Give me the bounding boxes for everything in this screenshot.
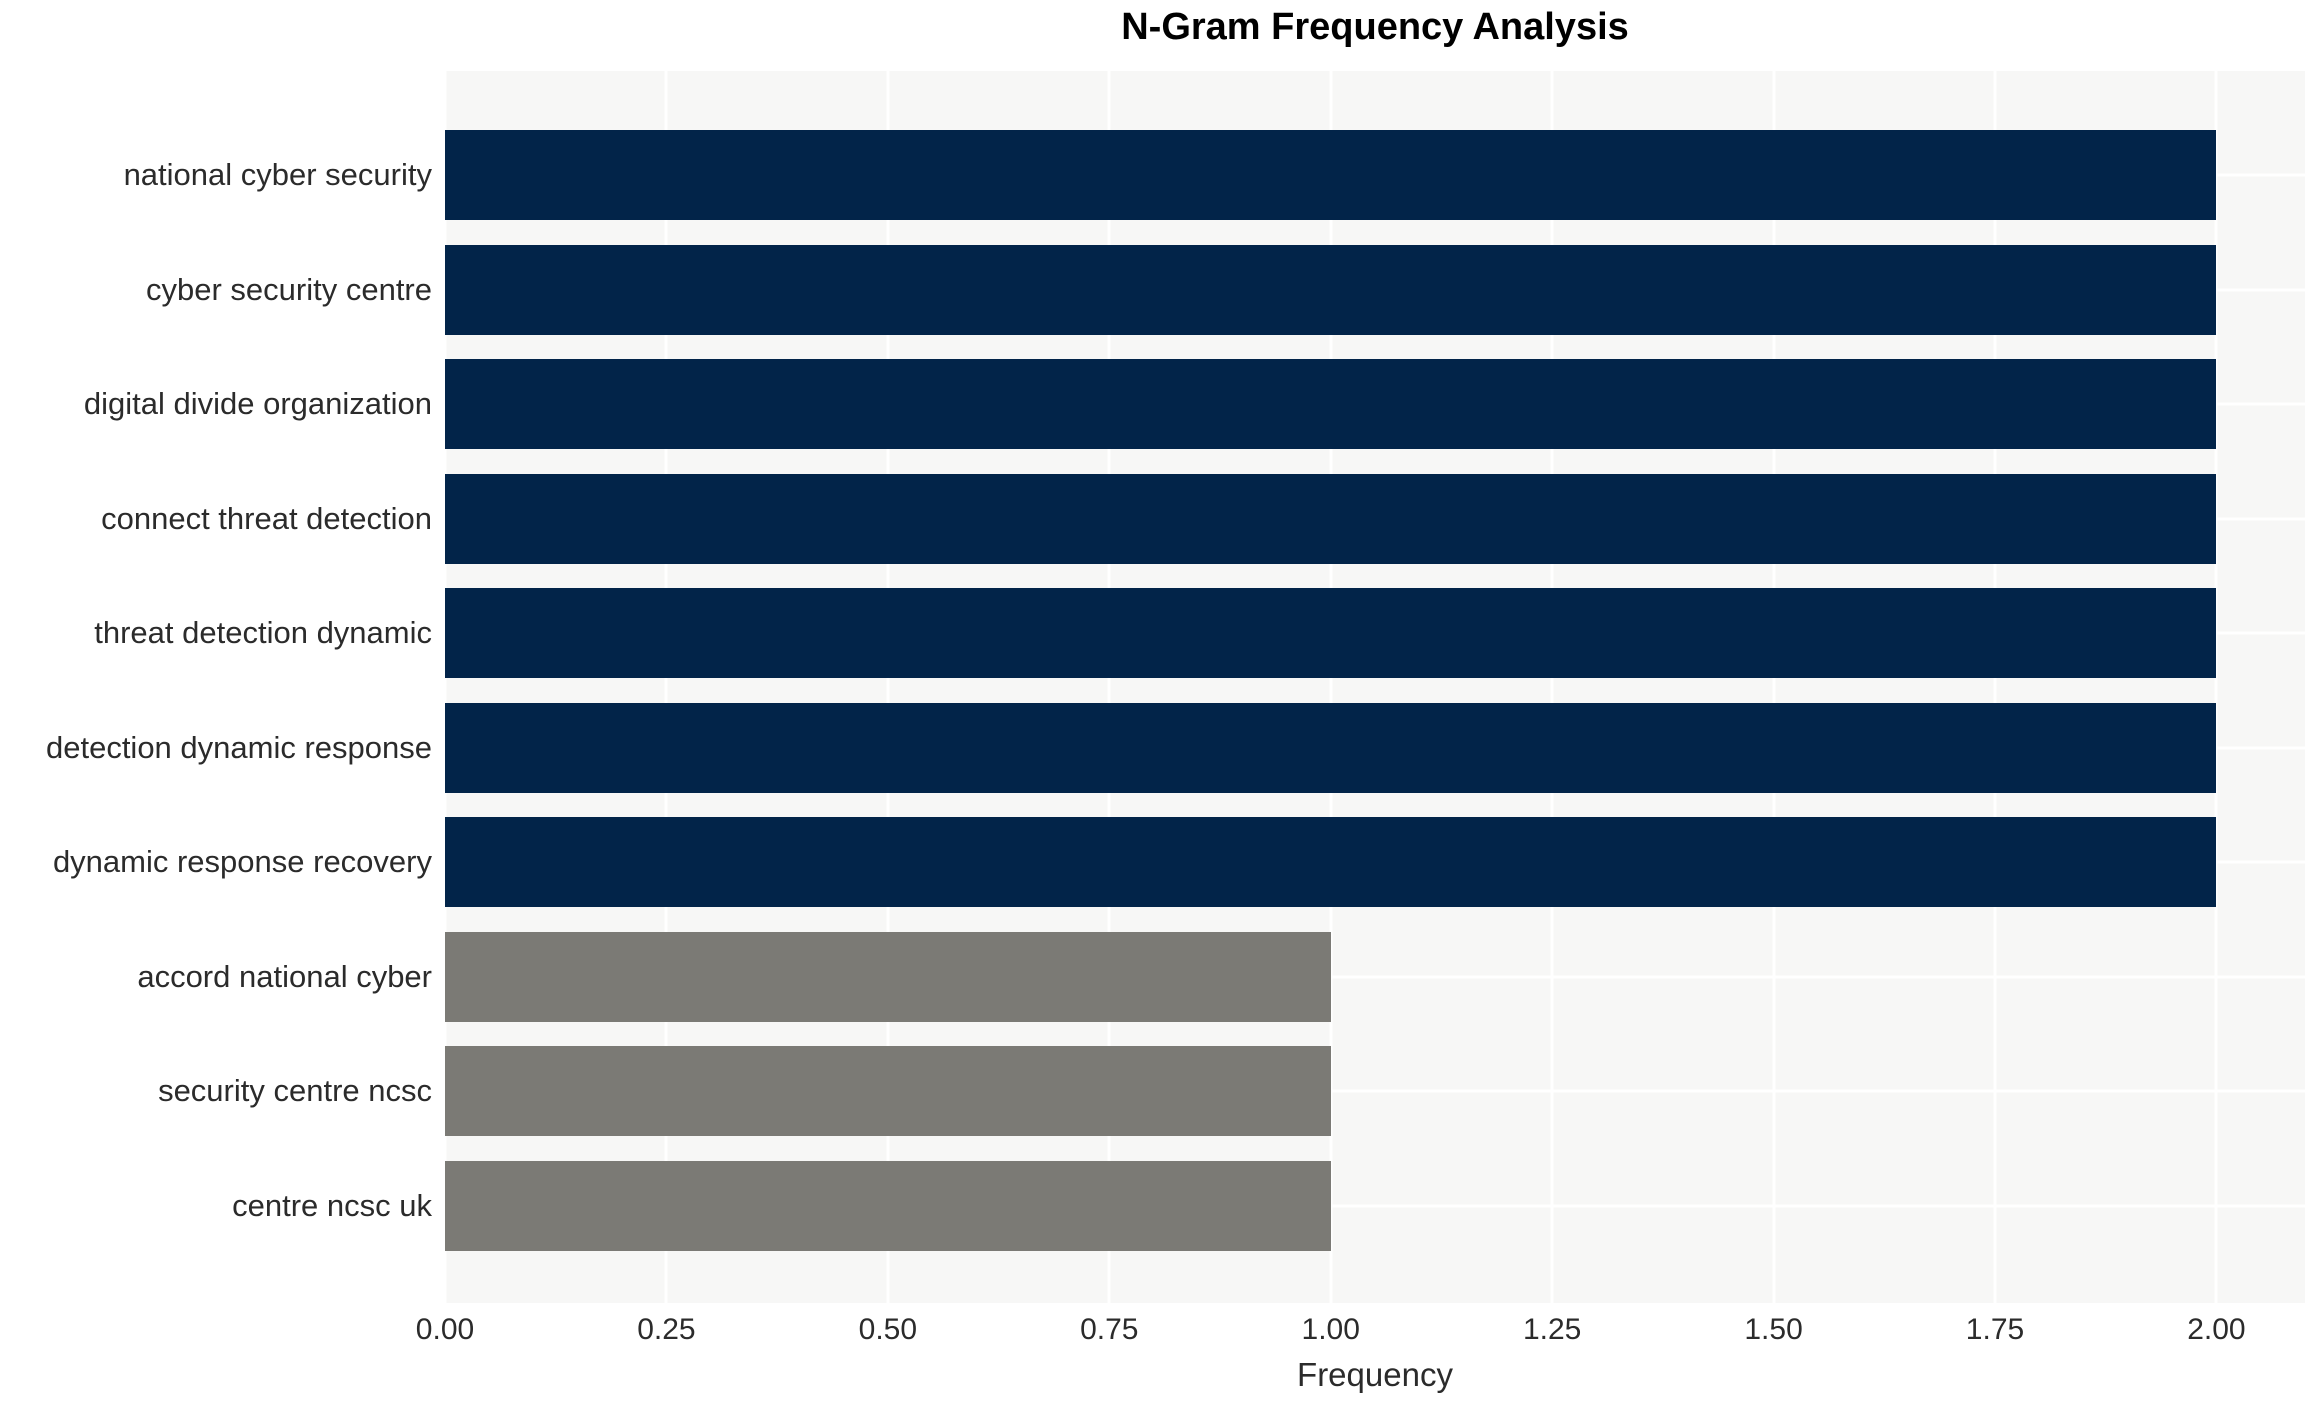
bar-row: accord national cyber (0, 920, 2305, 1035)
bar-row: cyber security centre (0, 233, 2305, 348)
bar-band (445, 576, 2305, 691)
bar-row: security centre ncsc (0, 1034, 2305, 1149)
bar-band (445, 347, 2305, 462)
x-axis-label: Frequency (1297, 1356, 1453, 1393)
category-label: detection dynamic response (45, 729, 432, 765)
category-label: cyber security centre (146, 271, 432, 307)
bar-band (445, 118, 2305, 233)
x-tick-label: 1.50 (1744, 1313, 1803, 1346)
category-label: accord national cyber (137, 958, 432, 994)
frequency-bar (445, 931, 1331, 1022)
bar-band (445, 1034, 2305, 1149)
vertical-gridline (443, 71, 447, 1303)
bar-band (445, 920, 2305, 1035)
bar-row: dynamic response recovery (0, 805, 2305, 920)
x-tick-label: 0.75 (1080, 1313, 1139, 1346)
bar-rows-container: national cyber security cyber security ce… (0, 118, 2305, 1263)
frequency-bar (445, 702, 2217, 793)
frequency-bar (445, 130, 2217, 221)
x-tick-label: 0.50 (858, 1313, 918, 1346)
category-label: security centre ncsc (158, 1073, 432, 1109)
x-tick-label: 1.75 (1965, 1313, 2025, 1346)
vertical-gridline (1550, 71, 1554, 1303)
x-axis-ticks: 0.00 0.25 0.50 0.75 1.00 1.25 1.50 1.75 2.00 (416, 1313, 2305, 1353)
vertical-gridline (2214, 71, 2218, 1303)
frequency-bar (445, 244, 2217, 335)
vertical-gridline (1107, 71, 1111, 1303)
category-label: dynamic response recovery (52, 844, 432, 880)
frequency-bar (445, 359, 2217, 450)
frequency-bar (445, 1046, 1331, 1137)
category-label: digital divide organization (83, 386, 432, 422)
horizontal-gridline (445, 1089, 2305, 1093)
vertical-gridline (1993, 71, 1997, 1303)
category-label: threat detection dynamic (94, 615, 432, 651)
bar-band (445, 1149, 2305, 1264)
vertical-gridline (1772, 71, 1776, 1303)
bar-row: threat detection dynamic (0, 576, 2305, 691)
x-tick-label: 1.00 (1301, 1313, 1360, 1346)
chart-title: N-Gram Frequency Analysis (1121, 6, 1629, 48)
category-label: national cyber security (123, 157, 432, 193)
bar-band (445, 805, 2305, 920)
bar-row: detection dynamic response (0, 691, 2305, 806)
horizontal-gridline (445, 975, 2305, 979)
bar-row: connect threat detection (0, 462, 2305, 577)
x-tick-label: 1.25 (1522, 1313, 1582, 1346)
vertical-gridline (1329, 71, 1333, 1303)
frequency-bar (445, 473, 2217, 564)
x-tick-label: 2.00 (2187, 1313, 2246, 1346)
x-tick-label: 0.00 (415, 1313, 475, 1346)
vertical-gridline (664, 71, 668, 1303)
bar-row: centre ncsc uk (0, 1149, 2305, 1264)
x-tick-label: 0.25 (637, 1313, 696, 1346)
bar-row: national cyber security (0, 118, 2305, 233)
horizontal-gridline (445, 1204, 2305, 1208)
vertical-gridline (886, 71, 890, 1303)
frequency-bar (445, 1160, 1331, 1251)
bar-band (445, 691, 2305, 806)
bar-row: digital divide organization (0, 347, 2305, 462)
bar-band (445, 233, 2305, 348)
category-label: connect threat detection (101, 500, 432, 536)
category-label: centre ncsc uk (232, 1187, 432, 1223)
frequency-bar (445, 588, 2217, 679)
bar-band (445, 462, 2305, 577)
frequency-bar (445, 817, 2217, 908)
